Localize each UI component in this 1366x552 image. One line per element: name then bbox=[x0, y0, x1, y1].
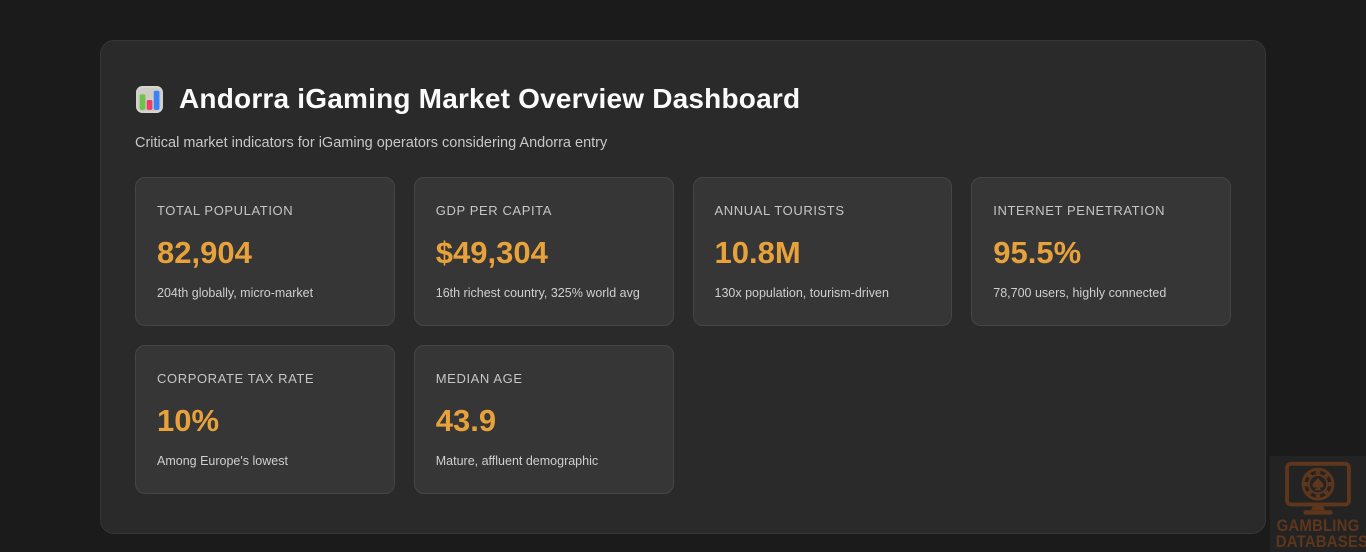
metric-value: 10% bbox=[157, 403, 220, 438]
monitor-casino-chip-icon bbox=[1285, 461, 1351, 515]
metrics-grid: TOTAL POPULATION 82,904 204th globally, … bbox=[135, 177, 1231, 494]
metric-value: 82,904 bbox=[157, 235, 252, 270]
metric-value: 10.8M bbox=[714, 235, 801, 270]
metric-value: 95.5% bbox=[993, 235, 1082, 270]
metric-value: $49,304 bbox=[435, 235, 548, 270]
metric-card-total-population: TOTAL POPULATION 82,904 204th globally, … bbox=[135, 177, 395, 326]
dashboard-panel: Andorra iGaming Market Overview Dashboar… bbox=[100, 40, 1266, 534]
watermark-text-line2: DATABASES bbox=[1275, 532, 1366, 551]
page-title: Andorra iGaming Market Overview Dashboar… bbox=[179, 83, 801, 114]
bar-chart-emoji-icon bbox=[136, 85, 163, 113]
metric-label: TOTAL POPULATION bbox=[157, 203, 294, 218]
metric-description: 16th richest country, 325% world avg bbox=[435, 286, 640, 300]
metric-label: CORPORATE TAX RATE bbox=[157, 371, 315, 386]
metric-description: 204th globally, micro-market bbox=[157, 286, 314, 300]
gambling-databases-watermark: GAMBLING DATABASES bbox=[1270, 456, 1366, 552]
metric-card-median-age: MEDIAN AGE 43.9 Mature, affluent demogra… bbox=[413, 345, 674, 494]
metric-label: INTERNET PENETRATION bbox=[993, 203, 1166, 218]
metric-label: ANNUAL TOURISTS bbox=[714, 203, 845, 218]
metric-value: 43.9 bbox=[435, 403, 497, 438]
metric-label: GDP PER CAPITA bbox=[435, 203, 553, 218]
metric-description: 130x population, tourism-driven bbox=[714, 286, 889, 300]
metric-card-internet-penetration: INTERNET PENETRATION 95.5% 78,700 users,… bbox=[971, 177, 1231, 326]
metric-card-corporate-tax-rate: CORPORATE TAX RATE 10% Among Europe's lo… bbox=[135, 345, 395, 494]
metric-card-annual-tourists: ANNUAL TOURISTS 10.8M 130x population, t… bbox=[692, 177, 953, 326]
metric-description: Mature, affluent demographic bbox=[435, 454, 599, 468]
page-subtitle: Critical market indicators for iGaming o… bbox=[135, 135, 608, 151]
watermark-text-line1: GAMBLING bbox=[1276, 516, 1360, 535]
metric-label: MEDIAN AGE bbox=[435, 371, 523, 386]
metric-description: Among Europe's lowest bbox=[157, 454, 288, 468]
metric-description: 78,700 users, highly connected bbox=[993, 286, 1167, 300]
dashboard-header: Andorra iGaming Market Overview Dashboar… bbox=[135, 83, 1231, 115]
metric-card-gdp-per-capita: GDP PER CAPITA $49,304 16th richest coun… bbox=[413, 177, 674, 326]
